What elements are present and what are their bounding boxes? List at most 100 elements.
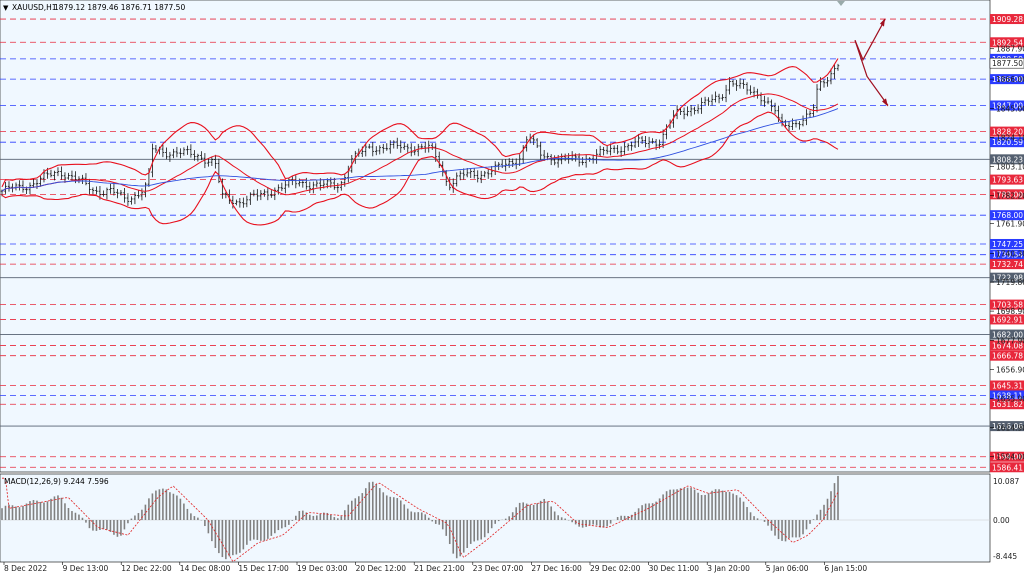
price-candles <box>0 63 840 209</box>
bollinger-bands <box>1 58 839 226</box>
bollinger-middle <box>1 93 839 196</box>
level-label: 1722.98 <box>992 274 1023 283</box>
level-label: 1703.58 <box>992 301 1023 310</box>
time-tick-label: 12 Dec 22:00 <box>121 564 172 573</box>
level-label-box <box>990 14 1024 25</box>
time-tick-label: 20 Dec 12:00 <box>356 564 407 573</box>
level-label-box <box>990 259 1024 270</box>
level-label-box <box>990 462 1024 473</box>
time-tick-label: 30 Dec 11:00 <box>649 564 700 573</box>
bollinger-lower <box>1 111 839 226</box>
level-label: 1847.00 <box>992 102 1023 111</box>
time-tick-label: 3 Jan 20:00 <box>707 564 750 573</box>
price-tick-label: 1740.30 <box>996 250 1024 259</box>
level-label: 1768.00 <box>992 211 1023 220</box>
macd-plot-area <box>0 473 991 563</box>
forecast-up-arrowhead <box>880 18 885 27</box>
level-label: 1666.78 <box>992 352 1023 361</box>
level-label-box <box>990 451 1024 462</box>
forecast-down-arrowhead <box>882 98 888 107</box>
price-axis: 1909.281892.541880.591866.001847.001828.… <box>989 14 1024 473</box>
level-label-box <box>990 238 1024 249</box>
current-price-label: 1877.50 <box>992 59 1023 68</box>
level-label: 1692.91 <box>992 315 1023 324</box>
main-plot-area <box>0 0 991 473</box>
level-label-box <box>990 37 1024 48</box>
time-tick-label: 8 Dec 2022 <box>4 564 47 573</box>
level-label-box <box>990 249 1024 260</box>
level-label: 1586.41 <box>992 463 1023 472</box>
level-label-box <box>990 74 1024 85</box>
level-label: 1783.00 <box>992 190 1023 199</box>
price-tick-label: 1761.90 <box>996 220 1024 229</box>
price-tick-label: 1845.00 <box>996 104 1024 113</box>
macd-scale-zero: 0.00 <box>993 516 1010 525</box>
time-tick-label: 6 Jan 15:00 <box>824 564 867 573</box>
time-tick-label: 9 Dec 13:00 <box>63 564 109 573</box>
macd-label: MACD(12,26,9) 9.244 7.596 <box>4 477 109 486</box>
price-tick-label: 1594.00 <box>996 453 1024 462</box>
price-tick-label: 1782.20 <box>996 191 1024 200</box>
price-tick-label: 1635.90 <box>996 395 1024 404</box>
level-label: 1645.31 <box>992 381 1023 390</box>
level-label: 1808.23 <box>992 155 1023 164</box>
macd-scale-top: 10.087 <box>993 477 1019 486</box>
level-label-box <box>990 399 1024 410</box>
current-price-box <box>989 57 1024 69</box>
level-label: 1820.59 <box>992 138 1023 147</box>
level-label: 1616.06 <box>992 422 1023 431</box>
level-label: 1909.28 <box>992 15 1023 24</box>
level-label-box <box>990 340 1024 351</box>
level-label: 1747.25 <box>992 240 1023 249</box>
time-tick-label: 15 Dec 17:00 <box>238 564 289 573</box>
forecast-down-path <box>854 40 889 106</box>
price-tick-label: 1614.90 <box>996 424 1024 433</box>
price-tick-label: 1677.90 <box>996 336 1024 345</box>
level-label: 1638.11 <box>992 391 1023 400</box>
time-tick-label: 5 Jan 06:00 <box>766 564 809 573</box>
level-label: 1594.00 <box>992 453 1023 462</box>
level-label-box <box>990 210 1024 221</box>
level-label-box <box>990 100 1024 111</box>
price-tick-label: 1803.10 <box>996 162 1024 171</box>
ohlc-values: 1879.12 1879.46 1876.71 1877.50 <box>54 3 185 12</box>
level-label: 1674.08 <box>992 342 1023 351</box>
level-label-box <box>990 314 1024 325</box>
price-tick-label: 1866.00 <box>996 75 1024 84</box>
support-resistance-levels <box>0 18 990 468</box>
level-label-box <box>990 174 1024 185</box>
level-label: 1682.00 <box>992 331 1023 340</box>
level-label-box <box>990 137 1024 148</box>
level-label-box <box>990 421 1024 432</box>
level-label-box <box>990 390 1024 401</box>
level-label: 1828.20 <box>992 128 1023 137</box>
price-tick-label: 1824.10 <box>996 133 1024 142</box>
bollinger-upper <box>1 58 839 188</box>
macd-signal-line <box>2 477 839 563</box>
time-tick-label: 14 Dec 08:00 <box>180 564 231 573</box>
time-tick-label: 21 Dec 21:00 <box>414 564 465 573</box>
level-label-box <box>990 329 1024 340</box>
time-tick-label: 27 Dec 16:00 <box>531 564 582 573</box>
macd-scale-bottom: -8.445 <box>993 552 1017 561</box>
level-label: 1631.82 <box>992 400 1023 409</box>
level-label: 1866.00 <box>992 75 1023 84</box>
time-axis: 8 Dec 2022 9 Dec 13:00 12 Dec 22:00 14 Dec … <box>3 562 867 573</box>
level-label-box <box>990 299 1024 310</box>
level-label: 1739.54 <box>992 251 1023 260</box>
symbol-label: XAUUSD,H1 <box>12 3 57 12</box>
forecast-arrows <box>854 18 889 107</box>
level-label: 1892.54 <box>992 38 1023 47</box>
level-label: 1793.63 <box>992 176 1023 185</box>
level-label-box <box>990 189 1024 200</box>
level-label-box <box>990 154 1024 165</box>
macd-indicator <box>0 475 990 563</box>
collapse-icon[interactable]: ▼ <box>3 4 9 12</box>
scroll-marker-icon[interactable] <box>837 1 845 6</box>
price-tick-label: 1656.90 <box>996 365 1024 374</box>
level-label-box <box>990 126 1024 137</box>
price-tick-label: 1887.90 <box>996 45 1024 54</box>
level-label-box <box>990 272 1024 283</box>
time-tick-label: 19 Dec 03:00 <box>297 564 348 573</box>
